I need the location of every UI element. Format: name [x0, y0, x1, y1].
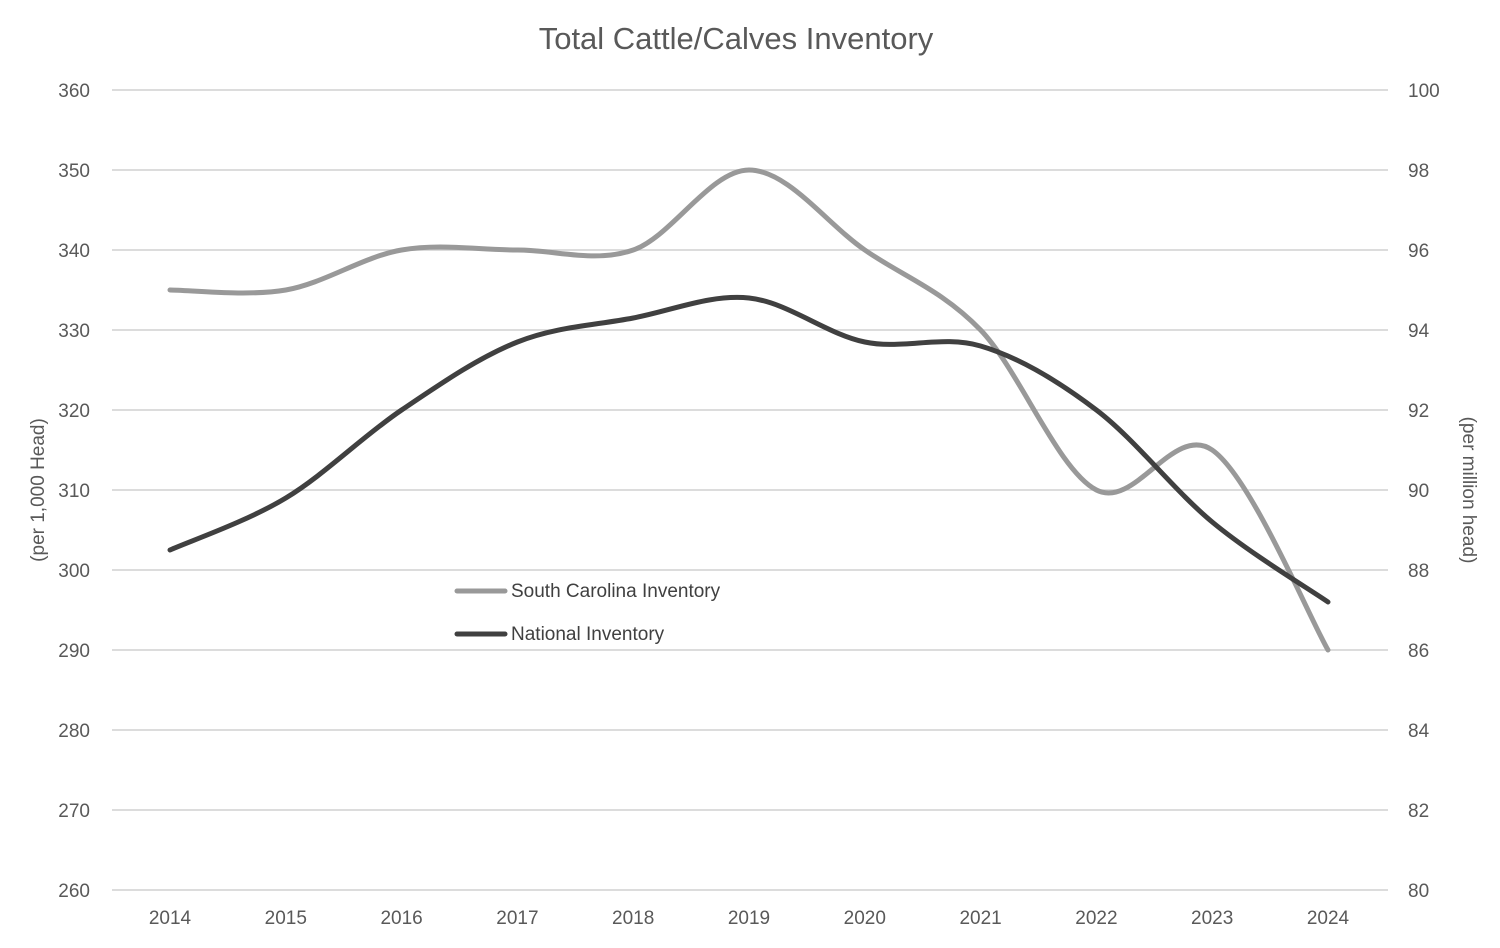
y2-tick-label: 88: [1408, 561, 1429, 582]
y-tick-label: 360: [58, 81, 90, 102]
legend: South Carolina Inventory National Invento…: [454, 581, 721, 645]
x-tick-label: 2017: [496, 908, 538, 929]
y-tick-label: 340: [58, 241, 90, 262]
y-tick-label: 350: [58, 161, 90, 182]
x-tick-label: 2020: [844, 908, 886, 929]
y2-tick-label: 80: [1408, 881, 1429, 902]
x-tick-label: 2023: [1191, 908, 1233, 929]
y-axis-title: (per 1,000 Head): [28, 418, 49, 562]
y-tick-label: 320: [58, 401, 90, 422]
x-axis-ticks: 2014 2015 2016 2017 2018 2019 2020 2021 2022 2023…: [149, 908, 1350, 929]
y-tick-label: 300: [58, 561, 90, 582]
legend-label-south-carolina-inventory: South Carolina Inventory: [511, 581, 721, 602]
y-axis-ticks: 360 350 340 330 320 310 300 290 280 270 260: [58, 81, 90, 902]
series-line-south-carolina-inventory: [167, 167, 1331, 653]
y2-tick-label: 100: [1408, 81, 1440, 102]
x-tick-label: 2015: [265, 908, 307, 929]
gridlines: [112, 89, 1388, 891]
y-tick-label: 330: [58, 321, 90, 342]
y-tick-label: 290: [58, 641, 90, 662]
series-lines: [167, 167, 1331, 653]
x-tick-label: 2021: [959, 908, 1001, 929]
y-tick-label: 270: [58, 801, 90, 822]
y-tick-label: 260: [58, 881, 90, 902]
series-line-national-inventory: [167, 294, 1331, 605]
x-tick-label: 2018: [612, 908, 654, 929]
y2-axis-ticks: 100 98 96 94 92 90 88 86 84 82 80: [1408, 81, 1440, 902]
y2-axis-title: (per million head): [1458, 417, 1479, 564]
y2-tick-label: 98: [1408, 161, 1429, 182]
x-tick-label: 2019: [728, 908, 770, 929]
legend-label-national-inventory: National Inventory: [511, 624, 665, 645]
x-tick-label: 2022: [1075, 908, 1117, 929]
y2-tick-label: 86: [1408, 641, 1429, 662]
x-tick-label: 2014: [149, 908, 192, 929]
y2-tick-label: 94: [1408, 321, 1430, 342]
y2-tick-label: 90: [1408, 481, 1429, 502]
y-tick-label: 280: [58, 721, 90, 742]
y-tick-label: 310: [58, 481, 90, 502]
x-tick-label: 2024: [1307, 908, 1350, 929]
chart-title: Total Cattle/Calves Inventory: [539, 21, 934, 56]
y2-tick-label: 96: [1408, 241, 1429, 262]
y2-tick-label: 92: [1408, 401, 1429, 422]
x-tick-label: 2016: [380, 908, 422, 929]
y2-tick-label: 82: [1408, 801, 1429, 822]
y2-tick-label: 84: [1408, 721, 1430, 742]
